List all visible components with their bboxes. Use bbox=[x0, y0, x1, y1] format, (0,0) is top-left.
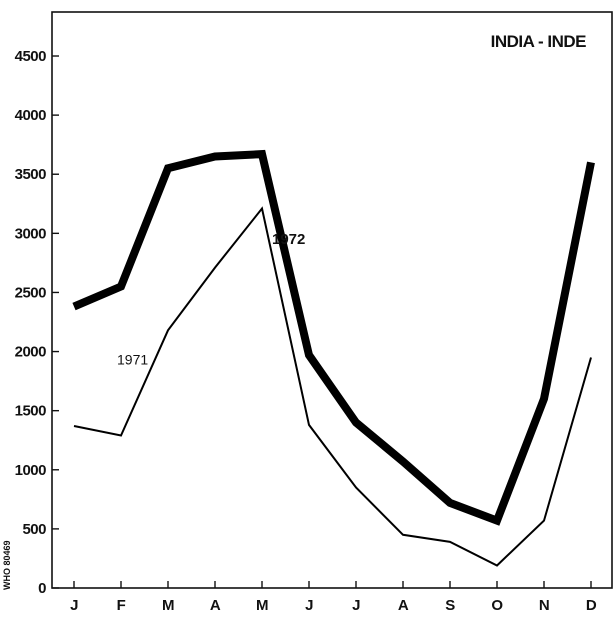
y-tick-label: 1000 bbox=[15, 462, 47, 479]
series-line-1971 bbox=[73, 206, 592, 567]
series-label-1972: 1972 bbox=[272, 231, 305, 248]
series-line-1972 bbox=[72, 149, 595, 526]
x-tick-label: S bbox=[445, 597, 455, 614]
x-tick-label: M bbox=[162, 597, 174, 614]
y-tick-label: 0 bbox=[38, 580, 46, 597]
x-tick-label: J bbox=[352, 597, 360, 614]
plot-frame bbox=[51, 11, 613, 589]
x-tick-label: A bbox=[210, 597, 221, 614]
x-tick-label: F bbox=[117, 597, 126, 614]
x-tick-label: J bbox=[305, 597, 313, 614]
x-tick-label: D bbox=[586, 597, 597, 614]
x-tick-label: N bbox=[539, 597, 549, 614]
y-tick-label: 1500 bbox=[15, 403, 47, 420]
axes: 0 500 1000 1500 2000 2500 3000 3500 4000 4500 J F M A… bbox=[15, 11, 613, 614]
chart-title: INDIA - INDE bbox=[491, 32, 587, 51]
y-tick-label: 4500 bbox=[15, 48, 47, 65]
x-tick-label: A bbox=[398, 597, 409, 614]
x-tick-label: J bbox=[70, 597, 78, 614]
y-tick-label: 500 bbox=[22, 521, 46, 538]
x-tick-label: M bbox=[256, 597, 268, 614]
side-mark: WHO 80469 bbox=[2, 540, 12, 590]
y-tick-label: 4000 bbox=[15, 107, 47, 124]
series-label-1971: 1971 bbox=[117, 351, 148, 367]
y-tick-label: 2000 bbox=[15, 344, 47, 361]
y-tick-label: 3500 bbox=[15, 166, 47, 183]
x-tick-label: O bbox=[491, 597, 503, 614]
y-tick-label: 3000 bbox=[15, 225, 47, 242]
series-lines bbox=[72, 149, 595, 567]
chart-labels: INDIA - INDE WHO 80469 1972 1971 bbox=[2, 32, 587, 590]
y-tick-label: 2500 bbox=[15, 284, 47, 301]
